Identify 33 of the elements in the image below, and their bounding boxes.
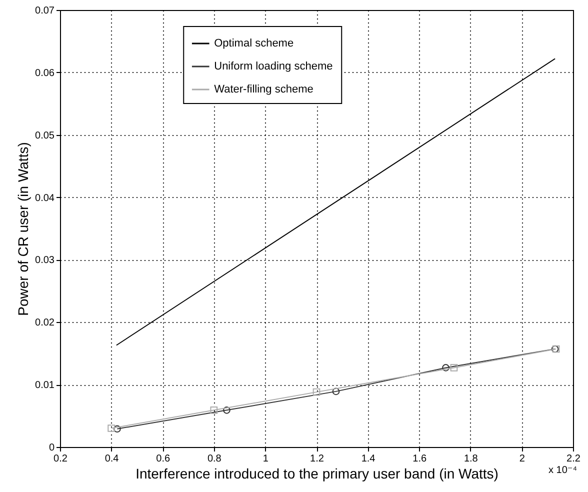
x-tick-label: 1 [262,454,269,464]
legend-label: Water-filling scheme [214,84,314,96]
point [223,406,230,414]
legend-label: Uniform loading scheme [214,60,333,72]
point [312,388,320,396]
x-tick-label: 1.6 [412,454,427,464]
x-tick-label: 1.2 [310,454,324,464]
y-tick-label: 0.05 [35,130,55,142]
y-tick-label: 0.02 [35,318,55,329]
y-axis-title: Power of CR user (in Watts) [15,142,32,316]
x-axis-title: Interference introduced to the primary user band (in Watts) [136,466,498,482]
x-tick-label: 2 [519,454,526,464]
x-tick-label: 0.2 [54,454,68,464]
point [210,406,218,414]
y-tick-label: 0.06 [35,68,55,79]
y-tick-label: 0.01 [35,380,55,392]
point [114,425,121,433]
legend-label: Optimal scheme [214,38,294,50]
y-tick-label: 0.07 [35,6,55,16]
point [108,424,115,432]
x-tick-label: 1.8 [464,454,478,464]
x-tick-label: 0.8 [207,454,222,464]
text: x 10⁻⁴ [548,465,577,476]
x-tick-label: 0.4 [104,454,120,464]
y-tick-label: 0 [48,442,55,454]
point [442,364,450,372]
x-tick-label: 2.2 [566,454,581,464]
point [332,388,340,396]
x-tick-label: 1.4 [361,454,376,464]
y-tick-label: 0.03 [35,255,55,266]
x-tick-label: 0.6 [156,454,170,464]
point [450,364,458,372]
y-tick-label: 0.04 [35,192,55,204]
